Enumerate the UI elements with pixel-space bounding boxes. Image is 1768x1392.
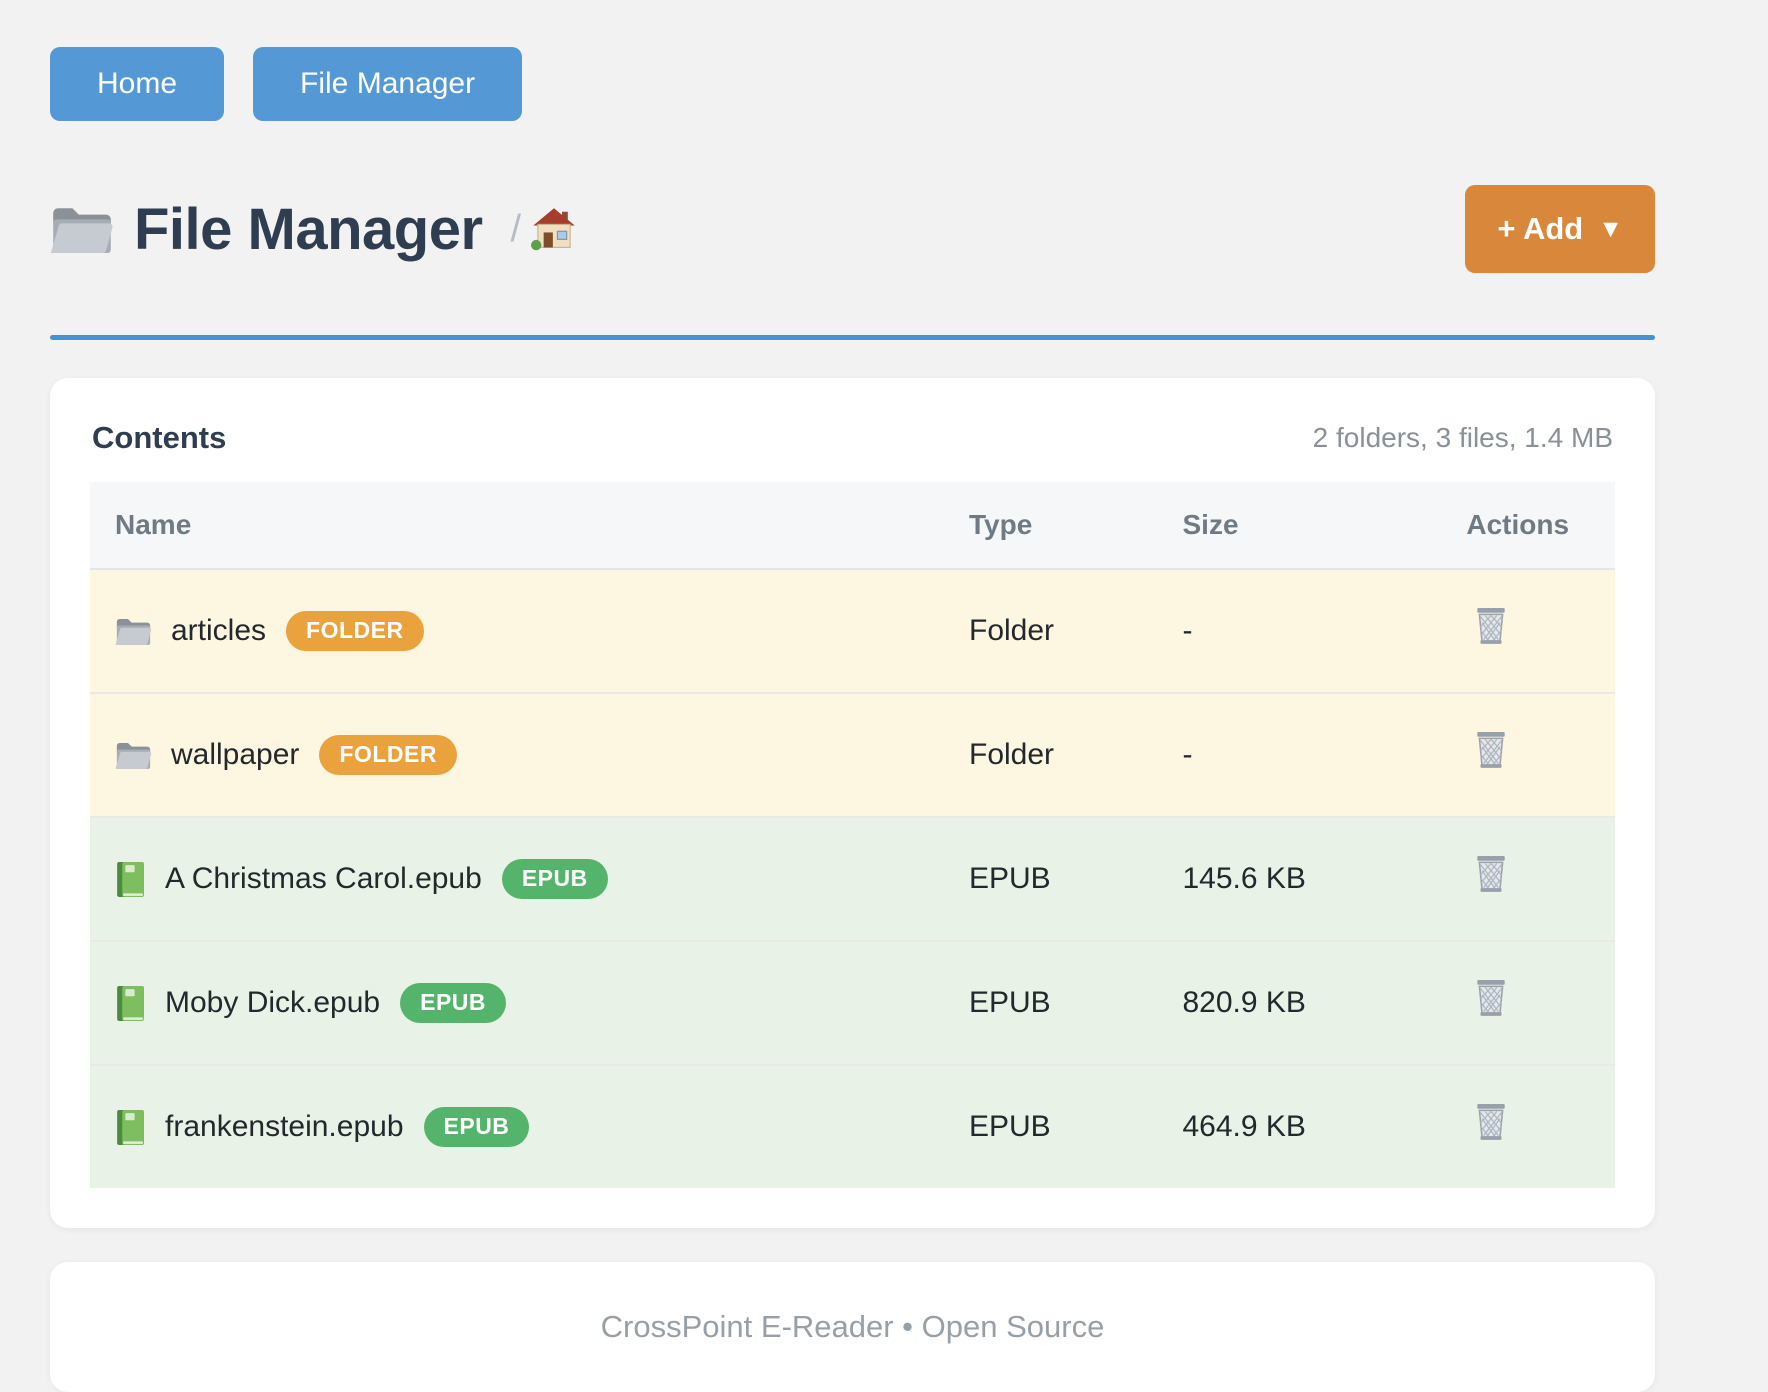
page-title: File Manager [134,196,483,262]
contents-summary: 2 folders, 3 files, 1.4 MB [1312,422,1613,453]
column-header-actions: Actions [1424,482,1615,570]
type-cell: EPUB [969,862,1051,895]
page-header: File Manager / + Add ▼ [50,185,1655,273]
header-divider [50,335,1655,340]
trash-icon [1476,855,1506,893]
delete-button[interactable] [1474,731,1508,771]
home-button[interactable]: Home [50,47,225,121]
breadcrumb-separator: / [510,207,522,250]
type-cell: Folder [969,738,1055,771]
type-badge: EPUB [400,983,507,1023]
type-cell: EPUB [969,1110,1051,1143]
delete-button[interactable] [1474,979,1508,1019]
type-badge: FOLDER [286,611,424,651]
item-name-link[interactable]: Moby Dick.epub [165,986,381,1019]
item-name-link[interactable]: wallpaper [171,738,300,771]
actions-cell [1424,1065,1615,1188]
actions-cell [1424,817,1615,941]
contents-card-header: Contents 2 folders, 3 files, 1.4 MB [90,418,1615,456]
size-cell: 820.9 KB [1182,986,1306,1019]
delete-button[interactable] [1474,607,1508,647]
folder-icon [115,615,152,647]
trash-icon [1476,979,1506,1017]
type-badge: EPUB [423,1107,530,1147]
contents-card: Contents 2 folders, 3 files, 1.4 MB Name… [50,378,1655,1228]
delete-button[interactable] [1474,855,1508,895]
file-manager-button[interactable]: File Manager [253,47,523,121]
folder-icon [50,201,114,257]
footer: CrossPoint E-Reader • Open Source [50,1262,1655,1392]
caret-down-icon: ▼ [1598,214,1623,243]
type-badge: FOLDER [319,735,457,775]
file-table: Name Type Size Actions articles FOLDER F… [90,482,1615,1188]
add-button-label: + Add [1497,211,1584,246]
trash-icon [1476,731,1506,769]
table-row: frankenstein.epub EPUB EPUB 464.9 KB [90,1065,1615,1188]
name-cell: wallpaper FOLDER [90,693,944,817]
table-row: Moby Dick.epub EPUB EPUB 820.9 KB [90,941,1615,1065]
size-cell: - [1182,738,1193,771]
size-cell: 145.6 KB [1182,862,1306,895]
column-header-name: Name [90,482,944,570]
column-header-size: Size [1157,482,1425,570]
actions-cell [1424,941,1615,1065]
type-cell: EPUB [969,986,1051,1019]
table-row: A Christmas Carol.epub EPUB EPUB 145.6 K… [90,817,1615,941]
top-nav: Home File Manager [50,47,1655,121]
breadcrumb: File Manager / [50,196,1465,263]
table-row: wallpaper FOLDER Folder - [90,693,1615,817]
actions-cell [1424,569,1615,693]
item-name-link[interactable]: frankenstein.epub [165,1110,404,1143]
folder-icon [115,739,152,771]
footer-text: CrossPoint E-Reader • Open Source [600,1309,1105,1344]
size-cell: - [1182,614,1193,647]
table-row: articles FOLDER Folder - [90,569,1615,693]
name-cell: articles FOLDER [90,569,944,693]
delete-button[interactable] [1474,1103,1508,1143]
house-icon[interactable] [531,207,577,251]
item-name-link[interactable]: A Christmas Carol.epub [165,862,482,895]
trash-icon [1476,607,1506,645]
name-cell: A Christmas Carol.epub EPUB [90,817,944,941]
table-body: articles FOLDER Folder - wallpaper FOLDE… [90,569,1615,1188]
actions-cell [1424,693,1615,817]
item-name-link[interactable]: articles [171,614,267,647]
type-cell: Folder [969,614,1055,647]
book-icon [115,1109,146,1146]
contents-title: Contents [92,420,227,455]
name-cell: Moby Dick.epub EPUB [90,941,944,1065]
table-header: Name Type Size Actions [90,482,1615,570]
type-badge: EPUB [501,859,608,899]
name-cell: frankenstein.epub EPUB [90,1065,944,1188]
size-cell: 464.9 KB [1182,1110,1306,1143]
column-header-type: Type [944,482,1158,570]
book-icon [115,985,146,1022]
add-button[interactable]: + Add ▼ [1465,185,1655,273]
trash-icon [1476,1103,1506,1141]
page: Home File Manager File Manager / + Add ▼… [50,0,1655,1392]
book-icon [115,861,146,898]
